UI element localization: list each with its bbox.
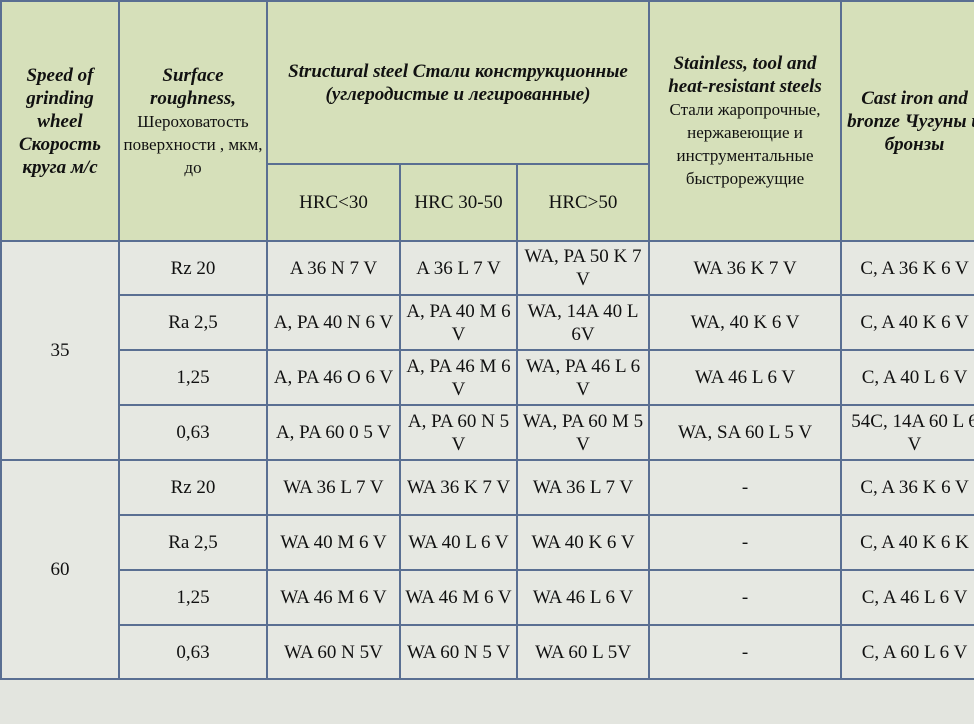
header-hrc-high: HRC>50 — [515, 163, 651, 242]
header-stainless: Stainless, tool and heat-resistant steel… — [648, 0, 843, 242]
stainless-cell: WA, SA 60 L 5 V — [648, 404, 843, 461]
roughness-cell: Ra 2,5 — [118, 294, 268, 351]
hrc-high-cell: WA 36 L 7 V — [515, 459, 651, 516]
hrc-low-cell: A, PA 46 O 6 V — [266, 349, 401, 406]
hrc-low-cell: A, PA 40 N 6 V — [266, 294, 401, 351]
stainless-cell: - — [648, 624, 843, 680]
hrc-low-cell: WA 46 M 6 V — [266, 569, 401, 626]
hrc-mid-cell: A, PA 46 M 6 V — [399, 349, 518, 406]
table-row: 0,63 WA 60 N 5V WA 60 N 5 V WA 60 L 5V -… — [1, 624, 974, 680]
cast-iron-cell: 54C, 14A 60 L 6 V — [840, 404, 974, 461]
table-row: 35 Rz 20 A 36 N 7 V A 36 L 7 V WA, PA 50… — [0, 240, 974, 461]
hrc-low-cell: A 36 N 7 V — [266, 240, 401, 296]
stainless-cell: - — [648, 569, 843, 626]
cast-iron-cell: C, A 60 L 6 V — [840, 624, 974, 680]
cast-iron-cell: C, A 36 K 6 V — [840, 459, 974, 516]
roughness-cell: 0,63 — [118, 404, 268, 461]
hrc-mid-cell: WA 60 N 5 V — [399, 624, 518, 680]
hrc-low-cell: A, PA 60 0 5 V — [266, 404, 401, 461]
hrc-mid-cell: A, PA 40 M 6 V — [399, 294, 518, 351]
hrc-high-cell: WA 40 K 6 V — [515, 514, 651, 571]
stainless-cell: - — [648, 514, 843, 571]
stainless-cell: WA, 40 K 6 V — [648, 294, 843, 351]
roughness-cell: Rz 20 — [118, 459, 268, 516]
stainless-cell: WA 36 K 7 V — [648, 240, 843, 296]
stainless-cell: - — [648, 459, 843, 516]
table-row: Ra 2,5 WA 40 M 6 V WA 40 L 6 V WA 40 K 6… — [1, 514, 974, 571]
cast-iron-cell: C, A 40 K 6 K — [840, 514, 974, 571]
table-row: 1,25 A, PA 46 O 6 V A, PA 46 M 6 V WA, P… — [1, 349, 974, 406]
hrc-high-cell: WA 46 L 6 V — [515, 569, 651, 626]
header-roughness: Surface roughness, Шероховатость поверхн… — [118, 0, 268, 242]
hrc-high-cell: WA, PA 60 M 5 V — [515, 404, 651, 461]
roughness-cell: 1,25 — [118, 569, 268, 626]
header-hrc-low: HRC<30 — [266, 163, 401, 242]
header-hrc-mid: HRC 30-50 — [399, 163, 518, 242]
hrc-high-cell: WA, PA 46 L 6 V — [515, 349, 651, 406]
hrc-high-cell: WA, 14A 40 L 6V — [515, 294, 651, 351]
hrc-low-cell: WA 60 N 5V — [266, 624, 401, 680]
roughness-cell: 0,63 — [118, 624, 268, 680]
hrc-mid-cell: A 36 L 7 V — [399, 240, 518, 296]
hrc-low-cell: WA 36 L 7 V — [266, 459, 401, 516]
header-stainless-ru: Стали жаропрочные, нержавеющие и инструм… — [669, 100, 821, 188]
header-stainless-en: Stainless, tool and heat-resistant steel… — [668, 53, 822, 97]
header-roughness-en: Surface roughness, — [149, 64, 237, 109]
table-row: 0,63 A, PA 60 0 5 V A, PA 60 N 5 V WA, P… — [1, 404, 974, 461]
hrc-low-cell: WA 40 M 6 V — [266, 514, 401, 571]
header-speed: Speed of grinding wheel Скорость круга м… — [0, 0, 120, 242]
speed-cell: 35 — [0, 240, 120, 461]
cast-iron-cell: C, A 40 L 6 V — [840, 349, 974, 406]
hrc-high-cell: WA 60 L 5V — [515, 624, 651, 680]
roughness-cell: Ra 2,5 — [118, 514, 268, 571]
hrc-mid-cell: WA 40 L 6 V — [399, 514, 518, 571]
table-row: Ra 2,5 A, PA 40 N 6 V A, PA 40 M 6 V WA,… — [1, 294, 974, 351]
hrc-high-cell: WA, PA 50 K 7 V — [515, 240, 651, 296]
hrc-mid-cell: WA 46 M 6 V — [399, 569, 518, 626]
hrc-mid-cell: A, PA 60 N 5 V — [399, 404, 518, 461]
cast-iron-cell: C, A 36 K 6 V — [840, 240, 974, 296]
roughness-cell: 1,25 — [118, 349, 268, 406]
cast-iron-cell: C, A 46 L 6 V — [840, 569, 974, 626]
hrc-mid-cell: WA 36 K 7 V — [399, 459, 518, 516]
roughness-cell: Rz 20 — [118, 240, 268, 296]
table-row: 60 Rz 20 WA 36 L 7 V WA 36 K 7 V WA 36 L… — [0, 459, 974, 680]
stainless-cell: WA 46 L 6 V — [648, 349, 843, 406]
header-roughness-ru: Шероховатость поверхности , мкм, до — [123, 111, 263, 177]
speed-cell: 60 — [0, 459, 120, 680]
grinding-wheel-table: Speed of grinding wheel Скорость круга м… — [0, 0, 974, 680]
table-row: 1,25 WA 46 M 6 V WA 46 M 6 V WA 46 L 6 V… — [1, 569, 974, 626]
header-structural-steel: Structural steel Стали конструкционные (… — [265, 0, 651, 165]
cast-iron-cell: C, A 40 K 6 V — [840, 294, 974, 351]
header-cast-iron: Cast iron and bronze Чугуны и бронзы — [840, 0, 974, 242]
